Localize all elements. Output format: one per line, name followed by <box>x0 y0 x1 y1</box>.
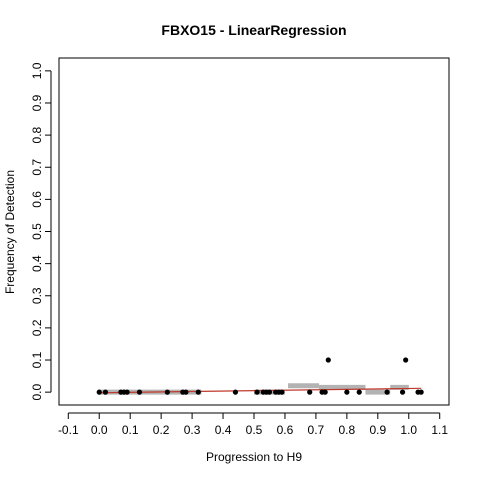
x-tick-label: 0.2 <box>153 423 170 437</box>
x-tick-label: 0.7 <box>308 423 325 437</box>
chart-title: FBXO15 - LinearRegression <box>161 22 346 38</box>
data-point <box>356 389 362 395</box>
x-tick-label: -0.1 <box>58 423 79 437</box>
regression-line <box>99 387 422 394</box>
x-axis: -0.1 0.0 0.1 0.2 0.3 0.4 0.5 0.6 0.7 0.8 0.9 1.0 1.1 <box>58 412 448 437</box>
data-point <box>136 389 143 395</box>
x-axis-label: Progression to H9 <box>206 450 302 464</box>
y-tick-label: 0.4 <box>30 255 44 272</box>
data-point <box>102 389 109 395</box>
x-tick-label: 0.8 <box>339 423 356 437</box>
y-tick-label: 0.7 <box>30 159 44 176</box>
x-tick-label: 0.9 <box>369 423 386 437</box>
data-point <box>325 357 331 363</box>
x-tick-label: 0.3 <box>184 423 201 437</box>
y-tick-label: 0.6 <box>30 191 44 208</box>
regression-layer <box>99 387 422 394</box>
y-tick-label: 1.0 <box>30 62 44 79</box>
y-tick-label: 0.2 <box>30 319 44 336</box>
data-point <box>96 389 102 395</box>
y-tick-label: 0.5 <box>30 223 44 240</box>
data-point <box>384 389 390 395</box>
data-point <box>322 389 328 395</box>
data-point <box>307 389 313 395</box>
data-point <box>279 389 285 395</box>
x-tick-label: 1.0 <box>400 423 417 437</box>
data-point <box>418 389 424 395</box>
data-point <box>399 389 406 395</box>
y-tick-label: 0.0 <box>30 383 44 400</box>
data-point <box>124 389 130 395</box>
data-point <box>266 389 273 395</box>
y-axis: 0.0 0.1 0.2 0.3 0.4 0.5 0.6 0.7 0.8 0.9 1.0 <box>30 62 52 400</box>
x-tick-label: 0.1 <box>122 423 139 437</box>
y-tick-label: 0.8 <box>30 126 44 143</box>
y-tick-label: 0.1 <box>30 351 44 368</box>
y-tick-label: 0.3 <box>30 287 44 304</box>
x-tick-label: 0.0 <box>91 423 108 437</box>
x-tick-label: 0.5 <box>246 423 263 437</box>
data-point <box>164 389 170 395</box>
data-point <box>344 389 350 395</box>
data-point <box>183 389 189 395</box>
y-tick-label: 0.9 <box>30 94 44 111</box>
data-points <box>96 357 424 395</box>
plot-frame <box>58 57 450 406</box>
data-point <box>403 357 409 363</box>
x-tick-label: 0.4 <box>215 423 232 437</box>
data-point <box>254 389 260 395</box>
x-tick-label: 1.1 <box>431 423 448 437</box>
x-tick-label: 0.6 <box>277 423 294 437</box>
data-point <box>195 389 201 395</box>
y-axis-label: Frequency of Detection <box>3 170 17 294</box>
data-point <box>232 389 239 395</box>
